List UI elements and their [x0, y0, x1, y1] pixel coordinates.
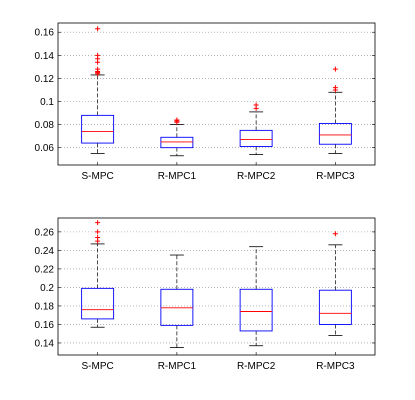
outlier-marker	[95, 220, 101, 226]
y-tick-label: 0.14	[35, 338, 55, 349]
box-iqr	[239, 129, 273, 147]
outlier-marker	[95, 229, 101, 235]
y-tick-label: 0.14	[35, 51, 55, 62]
box-r-mpc2	[239, 102, 273, 156]
y-tick-label: 0.26	[35, 227, 55, 238]
y-tick-label: 0.08	[35, 120, 55, 131]
box-iqr	[160, 288, 194, 326]
x-tick-label: R-MPC1	[158, 171, 197, 182]
box-iqr	[239, 288, 273, 332]
box-r-mpc1	[160, 117, 194, 157]
outlier-marker	[332, 66, 338, 72]
x-tick-label: R-MPC1	[158, 361, 197, 372]
outlier-marker	[332, 231, 338, 237]
box-r-mpc2	[239, 246, 273, 347]
chart-panel-2: 0.14 0.16 0.18 0.2 0.22 0.24 0.26 S-MPC R-MPC1 R-…	[35, 217, 376, 372]
chart-panel-1: 0.06 0.08 0.1 0.12 0.14 0.16 S-MPC R-MPC1 R-MPC2…	[35, 22, 376, 182]
outlier-marker	[253, 102, 259, 108]
y-tick-label: 0.06	[35, 143, 55, 154]
x-tick-label: S-MPC	[82, 361, 114, 372]
box-iqr	[318, 122, 352, 145]
outlier-marker	[95, 26, 101, 32]
y-tick-label: 0.16	[35, 28, 55, 39]
box-s-mpc	[81, 220, 115, 328]
y-tick-label: 0.2	[40, 283, 54, 294]
y-tick-label: 0.12	[35, 74, 55, 85]
plot-frame	[57, 22, 376, 166]
outlier-marker	[95, 66, 101, 72]
outlier-marker	[174, 117, 180, 123]
y-tick-label: 0.22	[35, 264, 55, 275]
outlier-marker	[95, 52, 101, 58]
box-iqr	[81, 287, 115, 320]
x-tick-label: R-MPC3	[316, 171, 355, 182]
y-tick-label: 0.1	[40, 97, 54, 108]
box-r-mpc1	[160, 254, 194, 348]
box-s-mpc	[81, 26, 115, 154]
outlier-marker	[332, 85, 338, 91]
y-tick-label: 0.24	[35, 246, 55, 257]
y-tick-label: 0.18	[35, 301, 55, 312]
x-tick-label: R-MPC3	[316, 361, 355, 372]
box-iqr	[318, 289, 352, 325]
plot-frame	[57, 217, 376, 356]
box-iqr	[160, 136, 194, 149]
x-tick-label: R-MPC2	[237, 171, 276, 182]
outlier-marker	[95, 234, 101, 240]
box-r-mpc3	[318, 66, 352, 154]
y-tick-label: 0.16	[35, 320, 55, 331]
box-r-mpc3	[318, 231, 352, 336]
x-tick-label: S-MPC	[82, 171, 114, 182]
box-iqr	[81, 114, 115, 144]
x-tick-label: R-MPC2	[237, 361, 276, 372]
